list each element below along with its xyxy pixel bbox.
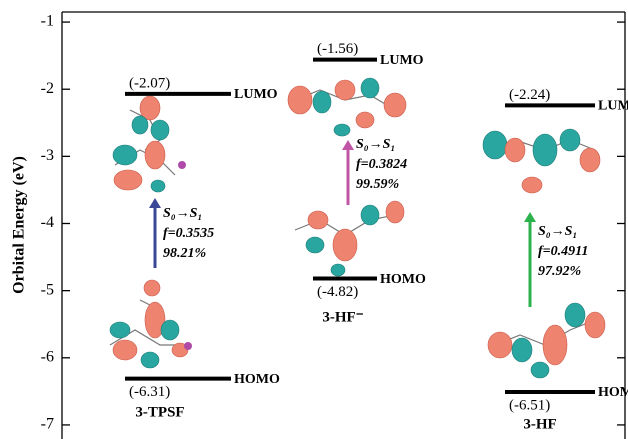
level-value-label: (-2.24) [509,87,550,103]
level-value-label: (-1.56) [317,41,358,57]
arrow-head [524,212,536,222]
transition-label: S₀→S₁ [163,206,202,221]
y-tick-label: -5 [41,281,54,298]
transition-percent: 97.92% [538,264,581,279]
level-name: HOMO [598,385,628,400]
transition-label: S₀→S₁ [538,224,577,239]
level-name: LUMO [598,99,628,114]
level-name: LUMO [380,53,424,68]
transition-f: f=0.3535 [163,226,214,241]
level-value-label: (-2.07) [129,75,170,91]
level-name: HOMO [234,372,280,387]
level-value-label: (-4.82) [317,284,358,300]
arrow-head [149,198,161,208]
transition-percent: 99.59% [356,177,399,192]
y-tick-label: -1 [41,13,54,30]
molecule-name: 3-HF⁻ [322,309,363,325]
transition-f: f=0.3824 [356,157,407,172]
arrow-head [342,140,354,150]
y-tick-label: -6 [41,348,54,365]
molecule-images [109,77,606,379]
level-name: HOMO [380,272,426,287]
y-tick-label: -7 [41,416,54,433]
y-tick-label: -2 [41,80,54,97]
molecule-name: 3-TPSF [135,404,184,420]
molecule-name: 3-HF [523,416,556,432]
y-tick-label: -3 [41,147,54,164]
level-name: LUMO [234,87,278,102]
level-value-label: (-6.31) [129,384,170,400]
transition-percent: 98.21% [163,246,206,261]
y-axis-label: Orbital Energy (eV) [11,156,28,294]
y-tick-label: -4 [41,214,54,231]
level-value-label: (-6.51) [509,397,550,413]
transition-f: f=0.4911 [538,244,588,259]
transition-label: S₀→S₁ [356,137,395,152]
